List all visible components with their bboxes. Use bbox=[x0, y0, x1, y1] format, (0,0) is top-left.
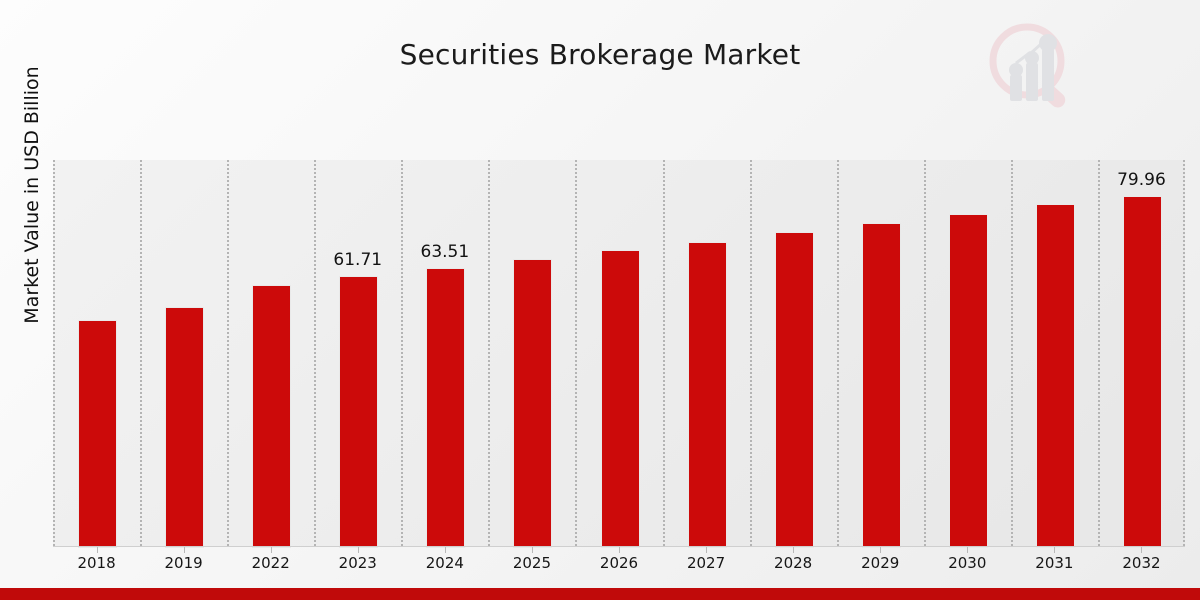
gridline bbox=[53, 160, 55, 546]
bar-2030[interactable] bbox=[949, 214, 988, 548]
x-axis-tick bbox=[445, 547, 446, 553]
x-axis-tick bbox=[1141, 547, 1142, 553]
x-axis-label-2018: 2018 bbox=[77, 554, 116, 572]
x-axis-tick bbox=[184, 547, 185, 553]
x-axis-label-2028: 2028 bbox=[774, 554, 813, 572]
x-axis-label-2025: 2025 bbox=[512, 554, 552, 572]
x-axis-tick bbox=[880, 547, 881, 553]
x-axis-label-2026: 2026 bbox=[599, 554, 639, 572]
bar-value-label-2024: 63.51 bbox=[420, 242, 470, 262]
bar-2018[interactable] bbox=[78, 320, 117, 548]
gridline bbox=[1183, 160, 1185, 546]
x-axis-label-2024: 2024 bbox=[425, 554, 464, 572]
gridline bbox=[401, 160, 404, 546]
bar-2032[interactable] bbox=[1123, 196, 1162, 548]
bar-2031[interactable] bbox=[1036, 204, 1075, 548]
market-research-magnifier-logo bbox=[978, 16, 1082, 120]
bar-value-label-2023: 61.71 bbox=[333, 250, 383, 270]
gridline bbox=[1010, 160, 1013, 546]
bar-value-label-2032: 79.96 bbox=[1117, 170, 1166, 190]
x-axis-tick bbox=[619, 547, 620, 553]
gridline bbox=[749, 160, 752, 546]
gridline bbox=[314, 160, 317, 546]
bar-chart-glyph-icon bbox=[1009, 34, 1057, 101]
gridline bbox=[836, 160, 839, 546]
bar-2024[interactable] bbox=[426, 268, 465, 548]
gridline bbox=[140, 160, 143, 546]
x-axis-label-2023: 2023 bbox=[338, 554, 377, 572]
bar-2022[interactable] bbox=[252, 285, 291, 548]
gridline bbox=[1097, 160, 1100, 546]
x-axis-line bbox=[53, 546, 1185, 547]
gridline bbox=[923, 160, 926, 546]
x-axis-label-2029: 2029 bbox=[861, 554, 900, 572]
x-axis-tick bbox=[271, 547, 272, 553]
bar-2026[interactable] bbox=[601, 250, 640, 548]
x-axis-label-2030: 2030 bbox=[948, 554, 987, 572]
x-axis-label-2031: 2031 bbox=[1035, 554, 1074, 572]
x-axis-tick bbox=[967, 547, 968, 553]
bar-2019[interactable] bbox=[165, 307, 204, 548]
plot-area bbox=[53, 160, 1185, 548]
x-axis-tick bbox=[793, 547, 794, 553]
x-axis-tick bbox=[706, 547, 707, 553]
bar-2027[interactable] bbox=[688, 242, 727, 548]
bar-2023[interactable] bbox=[339, 276, 378, 548]
x-axis-tick bbox=[358, 547, 359, 553]
x-axis-label-2032: 2032 bbox=[1122, 554, 1161, 572]
x-axis-tick bbox=[532, 547, 533, 553]
gridline bbox=[575, 160, 578, 546]
gridline bbox=[662, 160, 665, 546]
x-axis-label-2019: 2019 bbox=[164, 554, 203, 572]
chart-title: Securities Brokerage Market bbox=[399, 38, 801, 71]
bottom-accent-stripe bbox=[0, 588, 1200, 600]
y-axis-title: Market Value in USD Billion bbox=[21, 66, 43, 324]
x-axis-tick bbox=[97, 547, 98, 553]
x-axis-label-2022: 2022 bbox=[251, 554, 290, 572]
bar-2029[interactable] bbox=[862, 223, 901, 548]
bar-2028[interactable] bbox=[775, 232, 814, 548]
gridline bbox=[227, 160, 230, 546]
x-axis-label-2027: 2027 bbox=[686, 554, 726, 572]
x-axis-tick bbox=[1054, 547, 1055, 553]
gridline bbox=[488, 160, 491, 546]
bar-2025[interactable] bbox=[513, 259, 552, 548]
